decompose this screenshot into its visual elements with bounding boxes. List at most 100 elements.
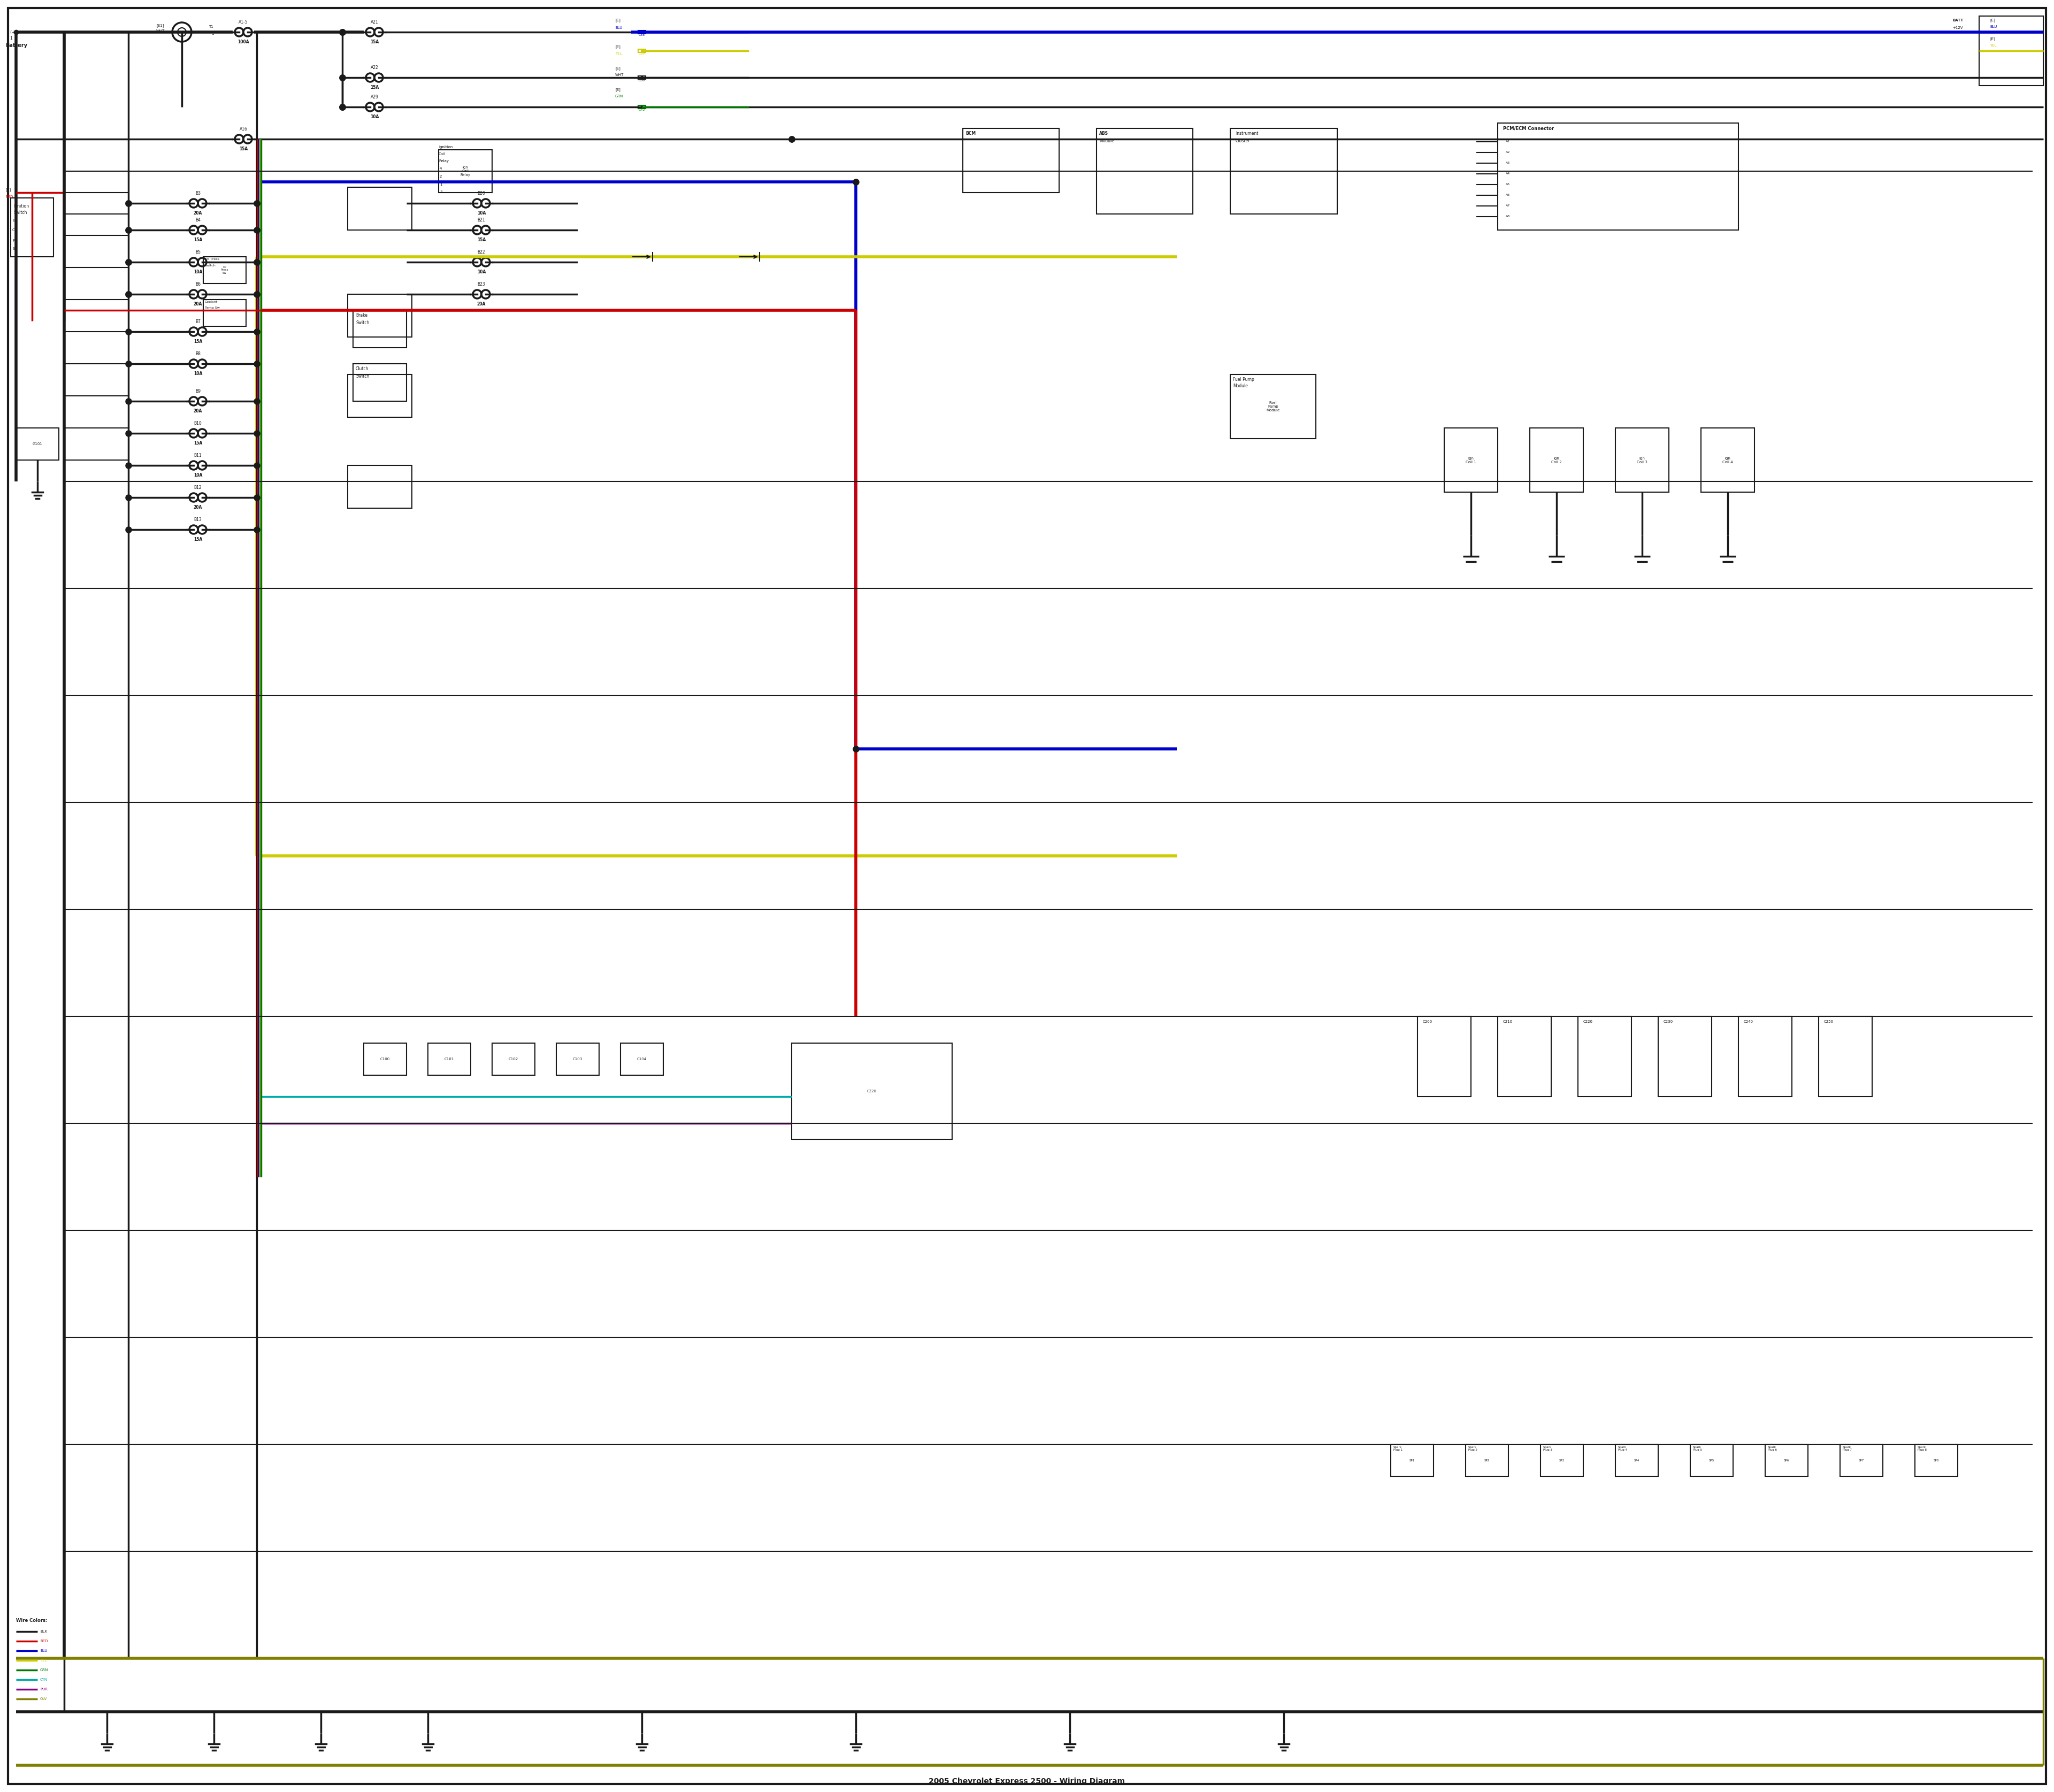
Bar xyxy=(639,75,641,79)
Text: Spark
Plug 7: Spark Plug 7 xyxy=(1842,1446,1853,1452)
Text: Ignition: Ignition xyxy=(440,145,452,149)
Text: 20A: 20A xyxy=(477,301,487,306)
Text: A1: A1 xyxy=(1506,140,1510,143)
Bar xyxy=(493,1043,534,1075)
Text: +12V: +12V xyxy=(1953,27,1964,29)
Text: B8: B8 xyxy=(195,351,201,357)
Text: Temp Sw: Temp Sw xyxy=(205,306,220,310)
Bar xyxy=(639,48,641,52)
Bar xyxy=(1701,428,1754,493)
Text: A16: A16 xyxy=(240,127,246,131)
Bar xyxy=(364,1043,407,1075)
Text: A5: A5 xyxy=(1506,183,1510,186)
Text: A8: A8 xyxy=(1506,215,1510,219)
Text: 4: 4 xyxy=(440,167,442,170)
Bar xyxy=(1467,1444,1508,1477)
Text: RED: RED xyxy=(41,1640,47,1643)
Text: [E1]: [E1] xyxy=(156,23,164,27)
Text: Relay: Relay xyxy=(440,159,448,163)
Text: Switch: Switch xyxy=(355,321,370,324)
Text: [E]: [E] xyxy=(1990,18,1994,22)
Bar xyxy=(1818,1016,1871,1097)
Text: Ign
Coil 3: Ign Coil 3 xyxy=(1637,457,1647,464)
Text: P: P xyxy=(12,238,14,242)
Text: CYN: CYN xyxy=(41,1677,47,1681)
Text: Battery: Battery xyxy=(6,43,27,48)
Text: S: S xyxy=(12,247,14,251)
Bar xyxy=(643,30,645,34)
Text: B10: B10 xyxy=(193,421,201,426)
Text: Spark
Plug 6: Spark Plug 6 xyxy=(1768,1446,1777,1452)
Bar xyxy=(1658,1016,1711,1097)
Text: BATT: BATT xyxy=(1953,18,1964,22)
Bar xyxy=(557,1043,600,1075)
Bar xyxy=(643,106,645,109)
Text: 15A: 15A xyxy=(193,238,201,242)
Text: Brake: Brake xyxy=(355,314,368,317)
Text: 15A: 15A xyxy=(193,538,201,541)
Text: SP3: SP3 xyxy=(1559,1459,1565,1462)
Text: Switch: Switch xyxy=(355,375,370,378)
Bar xyxy=(620,1043,663,1075)
Text: A2: A2 xyxy=(1506,151,1510,154)
Text: SP1: SP1 xyxy=(1409,1459,1415,1462)
Text: Cluster: Cluster xyxy=(1237,138,1251,143)
Text: YEL: YEL xyxy=(1990,43,1996,47)
Text: A1-5: A1-5 xyxy=(238,20,249,25)
Text: B12: B12 xyxy=(193,486,201,489)
Bar xyxy=(1230,375,1317,439)
Text: Instrument: Instrument xyxy=(1237,131,1259,136)
Text: C: C xyxy=(12,228,14,231)
Bar xyxy=(10,197,53,256)
Text: C100: C100 xyxy=(380,1057,390,1061)
Text: SP5: SP5 xyxy=(1709,1459,1715,1462)
Text: A22: A22 xyxy=(370,65,378,70)
Text: [E]: [E] xyxy=(1990,38,1994,41)
Text: 15A: 15A xyxy=(193,441,201,446)
Text: 20A: 20A xyxy=(193,409,201,414)
Bar xyxy=(963,129,1060,192)
Text: Coolant: Coolant xyxy=(205,301,218,303)
Text: B9: B9 xyxy=(195,389,201,394)
Text: SP7: SP7 xyxy=(1859,1459,1865,1462)
Text: G101: G101 xyxy=(33,443,43,446)
Text: Ign
Coil 1: Ign Coil 1 xyxy=(1467,457,1477,464)
Text: C220: C220 xyxy=(1584,1020,1594,1023)
Text: B: B xyxy=(12,219,14,222)
Text: B6: B6 xyxy=(195,281,201,287)
Text: PCM/ECM Connector: PCM/ECM Connector xyxy=(1504,125,1555,131)
Text: 2: 2 xyxy=(440,176,442,177)
Text: C42: C42 xyxy=(639,109,645,111)
Text: YEL: YEL xyxy=(614,52,622,56)
Bar xyxy=(427,1043,470,1075)
Text: C102: C102 xyxy=(509,1057,518,1061)
Bar xyxy=(1914,1444,1957,1477)
Text: B5: B5 xyxy=(195,249,201,254)
Text: 1: 1 xyxy=(212,32,214,36)
Bar xyxy=(1444,428,1497,493)
Text: T1: T1 xyxy=(210,25,214,29)
Text: 20A: 20A xyxy=(193,211,201,215)
Text: A29: A29 xyxy=(370,95,378,100)
Text: GRN: GRN xyxy=(41,1668,49,1672)
Text: C240: C240 xyxy=(1744,1020,1754,1023)
Text: C66: C66 xyxy=(639,79,645,82)
Bar xyxy=(1230,129,1337,213)
Text: A6: A6 xyxy=(1506,194,1510,197)
Text: Oil
Press
Sw: Oil Press Sw xyxy=(222,265,228,274)
Bar xyxy=(353,364,407,401)
Text: C101: C101 xyxy=(444,1057,454,1061)
Text: [E]: [E] xyxy=(614,45,620,48)
Text: BLU: BLU xyxy=(1990,25,1996,29)
Text: B20: B20 xyxy=(477,192,485,195)
Text: RED: RED xyxy=(6,195,12,199)
Text: Clutch: Clutch xyxy=(355,367,370,371)
Bar xyxy=(1614,428,1668,493)
Text: 10A: 10A xyxy=(193,473,201,478)
Text: Module: Module xyxy=(1232,383,1249,389)
Text: Oil Press: Oil Press xyxy=(205,258,220,262)
Text: 15A: 15A xyxy=(238,147,249,151)
Bar xyxy=(639,30,641,34)
Text: SP2: SP2 xyxy=(1485,1459,1489,1462)
Text: C250: C250 xyxy=(1824,1020,1834,1023)
